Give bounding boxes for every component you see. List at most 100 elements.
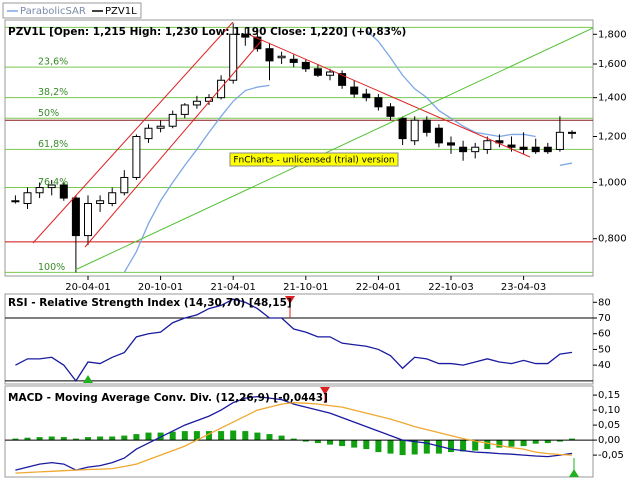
histogram-bar [314, 440, 321, 444]
watermark-box [229, 152, 399, 167]
candle-body [253, 36, 262, 50]
fib-label: 23,6% [38, 57, 68, 68]
y-tick-label: 0,800 [598, 234, 627, 245]
price-title: PZV1L [Open: 1,215 High: 1,230 Low: 1,19… [8, 26, 406, 38]
histogram-bar [351, 440, 358, 448]
histogram-bar [254, 432, 261, 441]
fib-label: 61,8% [38, 139, 68, 150]
candle-body [132, 136, 141, 178]
y-tick-label: 40 [598, 360, 611, 371]
y-tick-label: 50 [598, 344, 611, 355]
trendline [84, 39, 263, 248]
histogram-bar [181, 431, 188, 441]
x-tick-label: 22-04-01 [356, 282, 401, 293]
histogram-bar [363, 440, 370, 450]
histogram-bar [399, 440, 406, 456]
candle-body [241, 33, 250, 38]
y-tick-label: 1,800 [598, 29, 627, 40]
histogram-bar [569, 438, 575, 441]
trendline [32, 22, 234, 244]
histogram-bar [411, 440, 418, 455]
sell-signal [320, 387, 330, 395]
y-tick-label: 80 [598, 297, 611, 308]
trendline [249, 34, 531, 158]
candle-body [507, 144, 516, 148]
candle-body [217, 79, 226, 99]
y-tick-label: 1,400 [598, 93, 627, 104]
fib-label: 38,2% [38, 87, 68, 98]
series-line [15, 298, 573, 382]
candle-body [144, 127, 153, 140]
y-tick-label: 1,200 [598, 132, 627, 143]
y-tick-label: 0,00 [598, 435, 620, 446]
candle-body [108, 192, 117, 204]
x-tick-label: 20-04-01 [65, 282, 110, 293]
candle-body [289, 58, 298, 63]
x-tick-label: 20-10-01 [138, 282, 183, 293]
candle-body [156, 125, 165, 129]
histogram-bar [544, 440, 551, 444]
histogram-bar [532, 440, 539, 444]
candle-body [301, 61, 310, 70]
candle-body [362, 93, 371, 99]
histogram-bar [242, 431, 249, 441]
trendline [74, 27, 593, 271]
candle-body [338, 73, 347, 86]
histogram-bar [133, 434, 140, 441]
x-tick-label: 21-04-01 [211, 282, 256, 293]
histogram-bar [435, 440, 442, 454]
candle-body [47, 184, 56, 189]
candle-body [192, 100, 201, 106]
y-tick-label: 60 [598, 329, 611, 340]
x-tick-label: 23-04-03 [501, 282, 546, 293]
histogram-bar [339, 440, 346, 447]
series-line [123, 84, 270, 273]
histogram-bar [290, 438, 297, 441]
fib-label: 100% [38, 262, 65, 273]
macd-panel [4, 385, 594, 478]
histogram-bar [12, 438, 19, 441]
histogram-bar [85, 437, 91, 441]
series-line [365, 29, 536, 138]
candle-body [471, 146, 480, 153]
series-line [559, 162, 573, 167]
candle-body [483, 140, 492, 150]
legend-label: ParabolicSAR [20, 6, 86, 17]
histogram-bar [556, 440, 563, 442]
candle-body [434, 127, 443, 144]
histogram-bar [230, 430, 237, 441]
watermark: FnCharts - unlicensed (trial) version [233, 156, 394, 166]
histogram-bar [109, 436, 116, 441]
histogram-bar [508, 440, 515, 447]
candle-body [71, 197, 80, 237]
candle-body [23, 192, 32, 204]
candle-body [265, 48, 274, 62]
fib-label: 76,4% [38, 177, 68, 188]
histogram-bar [97, 436, 104, 441]
fib-label: 50% [38, 108, 59, 119]
histogram-bar [218, 431, 225, 441]
candle-body [277, 55, 286, 59]
y-tick-label: 1,600 [598, 59, 627, 70]
histogram-bar [266, 434, 273, 441]
histogram-bar [193, 431, 200, 441]
sell-signal [285, 296, 295, 304]
histogram-bar [460, 440, 467, 452]
y-tick-label: 0,05 [598, 420, 620, 431]
x-tick-label: 22-10-03 [428, 282, 473, 293]
histogram-bar [327, 440, 333, 445]
candle-body [410, 119, 419, 142]
histogram-bar [206, 431, 212, 441]
candle-body [543, 146, 552, 153]
histogram-bar [157, 432, 164, 441]
y-tick-label: 70 [598, 313, 611, 324]
candle-body [11, 200, 20, 203]
candle-body [531, 146, 540, 153]
histogram-bar [145, 432, 152, 441]
buy-signal [569, 469, 579, 477]
y-tick-label: 0,10 [598, 405, 620, 416]
histogram-bar [472, 440, 479, 451]
histogram-bar [520, 440, 527, 447]
